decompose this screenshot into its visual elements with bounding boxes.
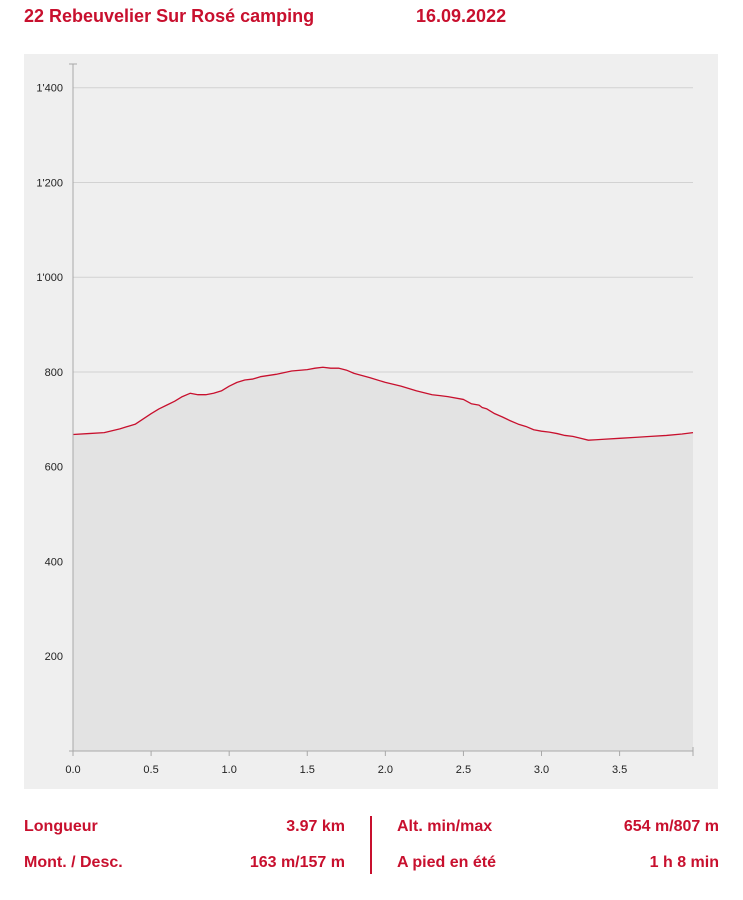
altitude-label: Alt. min/max	[397, 818, 493, 835]
walking-time-label: A pied en été	[397, 854, 496, 871]
y-tick-label: 1'400	[36, 83, 63, 95]
x-tick-label: 1.0	[222, 764, 237, 776]
chart-axes	[69, 63, 694, 756]
route-header: 22 Rebeuvelier Sur Rosé camping 16.09.20…	[24, 6, 724, 32]
y-axis-ticks: 200 400 600 800 1'000 1'200 1'400	[36, 83, 63, 664]
length-label: Longueur	[24, 818, 98, 835]
x-tick-label: 0.5	[143, 764, 158, 776]
walking-time-value: 1 h 8 min	[649, 854, 719, 871]
y-tick-label: 800	[45, 367, 63, 379]
stats-divider	[370, 816, 372, 874]
elevation-line	[72, 366, 694, 441]
y-tick-label: 200	[45, 651, 63, 663]
x-axis-ticks: 0.0 0.5 1.0 1.5 2.0 2.5 3.0 3.5	[65, 751, 627, 776]
x-tick-label: 0.0	[65, 764, 80, 776]
elevation-area	[73, 367, 693, 751]
chart-area-layer	[72, 366, 694, 751]
y-tick-label: 1'200	[36, 177, 63, 189]
x-tick-label: 2.0	[378, 764, 393, 776]
elevation-chart-svg: 200 400 600 800 1'000 1'200 1'400 0.0 0.5 1.0 1.5…	[36, 63, 694, 776]
length-value: 3.97 km	[286, 818, 345, 835]
x-tick-label: 3.0	[534, 764, 549, 776]
y-tick-label: 600	[45, 462, 63, 474]
x-tick-label: 1.5	[300, 764, 315, 776]
y-tick-label: 400	[45, 556, 63, 568]
updown-label: Mont. / Desc.	[24, 854, 123, 871]
x-tick-label: 3.5	[612, 764, 627, 776]
route-date: 16.09.2022	[416, 6, 507, 26]
x-tick-label: 2.5	[456, 764, 471, 776]
route-stats: Longueur 3.97 km Mont. / Desc. 163 m/157…	[24, 812, 719, 882]
y-tick-label: 1'000	[36, 272, 63, 284]
elevation-chart: 200 400 600 800 1'000 1'200 1'400 0.0 0.5 1.0 1.5…	[24, 54, 718, 789]
updown-value: 163 m/157 m	[249, 854, 345, 871]
altitude-value: 654 m/807 m	[623, 818, 719, 835]
route-title: 22 Rebeuvelier Sur Rosé camping	[24, 6, 315, 26]
